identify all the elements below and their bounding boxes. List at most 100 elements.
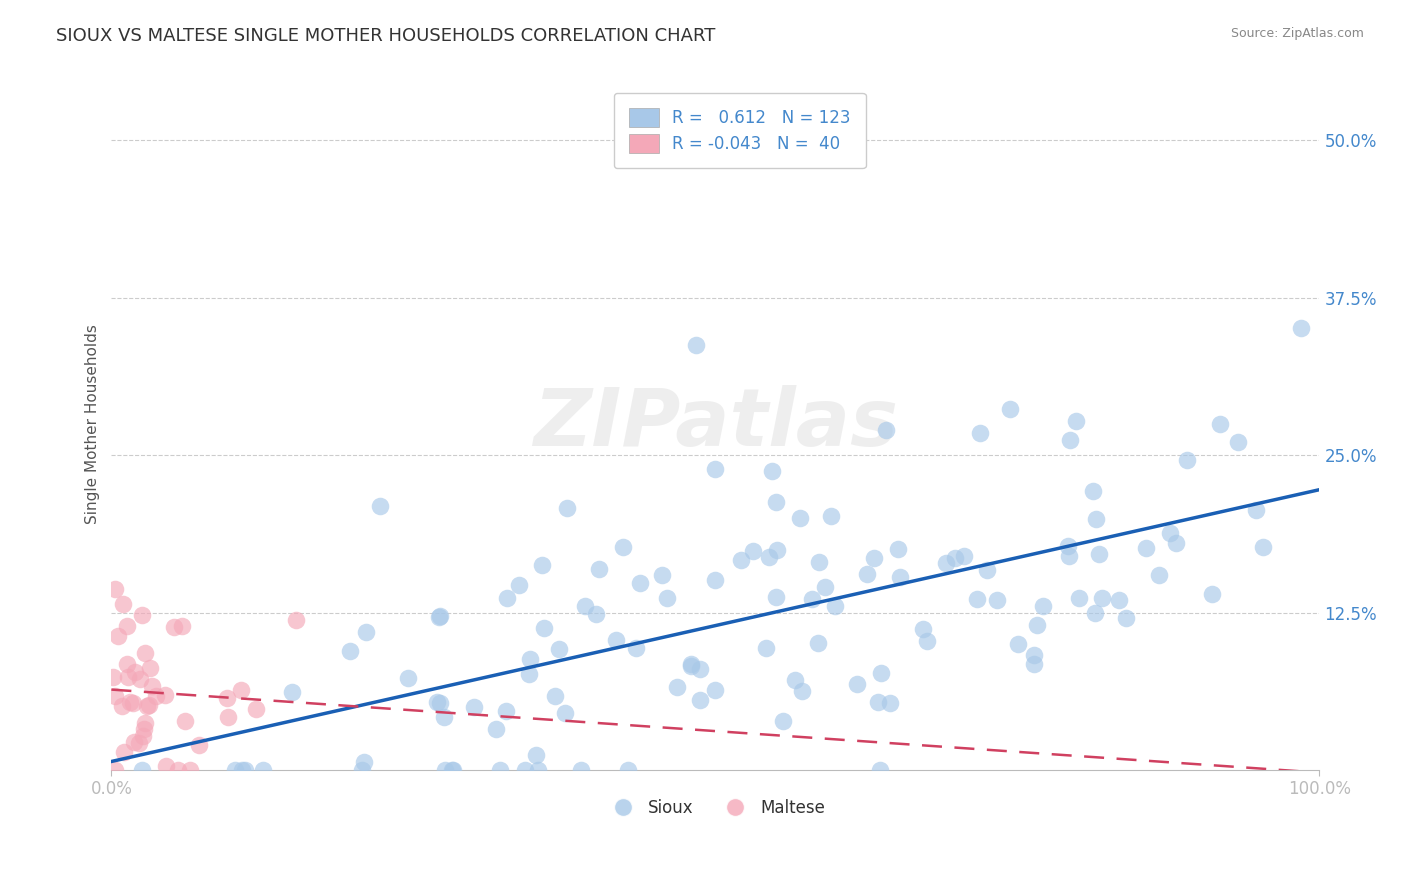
Point — [1007, 637, 1029, 651]
Point — [134, 646, 156, 660]
Point — [1059, 433, 1081, 447]
Point — [1244, 503, 1267, 517]
Point — [1226, 435, 1249, 450]
Point — [886, 542, 908, 557]
Point — [111, 698, 134, 713]
Point — [846, 677, 869, 691]
Point — [354, 625, 377, 640]
Point — [115, 657, 138, 671]
Point — [875, 423, 897, 437]
Point — [585, 607, 607, 621]
Point — [429, 697, 451, 711]
Point — [1291, 321, 1313, 335]
Point — [758, 550, 780, 565]
Point — [463, 700, 485, 714]
Point — [1201, 587, 1223, 601]
Point — [141, 679, 163, 693]
Point — [179, 763, 201, 777]
Point — [1032, 599, 1054, 614]
Point — [704, 462, 727, 476]
Point — [612, 540, 634, 554]
Point — [131, 763, 153, 777]
Point — [1022, 657, 1045, 672]
Point — [557, 500, 579, 515]
Point — [1088, 548, 1111, 562]
Point — [128, 736, 150, 750]
Point — [129, 672, 152, 686]
Point — [605, 633, 627, 648]
Point — [953, 549, 976, 563]
Point — [617, 763, 640, 777]
Point — [284, 613, 307, 627]
Point — [495, 591, 517, 605]
Point — [252, 763, 274, 777]
Point — [441, 763, 464, 777]
Point — [188, 738, 211, 752]
Point — [1057, 539, 1080, 553]
Point — [139, 661, 162, 675]
Point — [808, 555, 831, 569]
Point — [172, 619, 194, 633]
Point — [132, 729, 155, 743]
Point — [112, 745, 135, 759]
Point — [524, 747, 547, 762]
Point — [111, 598, 134, 612]
Point — [730, 553, 752, 567]
Point — [807, 636, 830, 650]
Point — [118, 694, 141, 708]
Point — [772, 714, 794, 728]
Point — [1025, 618, 1047, 632]
Point — [426, 695, 449, 709]
Point — [681, 657, 703, 672]
Point — [1084, 606, 1107, 620]
Point — [820, 509, 842, 524]
Point — [554, 706, 576, 720]
Point — [124, 665, 146, 680]
Point — [173, 714, 195, 728]
Point — [145, 690, 167, 704]
Point — [998, 402, 1021, 417]
Point — [741, 544, 763, 558]
Point — [1175, 453, 1198, 467]
Point — [765, 591, 787, 605]
Point — [665, 680, 688, 694]
Text: SIOUX VS MALTESE SINGLE MOTHER HOUSEHOLDS CORRELATION CHART: SIOUX VS MALTESE SINGLE MOTHER HOUSEHOLD… — [56, 27, 716, 45]
Point — [508, 578, 530, 592]
Point — [353, 755, 375, 769]
Point — [122, 735, 145, 749]
Point — [1115, 611, 1137, 625]
Point — [495, 704, 517, 718]
Point — [1159, 525, 1181, 540]
Point — [1251, 540, 1274, 554]
Point — [869, 763, 891, 777]
Point — [976, 563, 998, 577]
Point — [681, 659, 703, 673]
Point — [801, 591, 824, 606]
Point — [1081, 484, 1104, 499]
Point — [911, 622, 934, 636]
Point — [131, 607, 153, 622]
Point — [889, 570, 911, 584]
Point — [624, 640, 647, 655]
Point — [104, 690, 127, 704]
Point — [703, 573, 725, 587]
Point — [513, 763, 536, 777]
Point — [167, 763, 190, 777]
Point — [685, 338, 707, 352]
Point — [655, 591, 678, 606]
Point — [1149, 568, 1171, 582]
Point — [765, 495, 787, 509]
Point — [117, 670, 139, 684]
Point — [107, 629, 129, 643]
Point — [134, 716, 156, 731]
Point — [651, 568, 673, 582]
Point — [531, 558, 554, 573]
Point — [755, 640, 778, 655]
Point — [915, 633, 938, 648]
Point — [489, 763, 512, 777]
Point — [433, 710, 456, 724]
Point — [1108, 593, 1130, 607]
Point — [155, 759, 177, 773]
Point — [122, 696, 145, 710]
Point — [224, 763, 246, 777]
